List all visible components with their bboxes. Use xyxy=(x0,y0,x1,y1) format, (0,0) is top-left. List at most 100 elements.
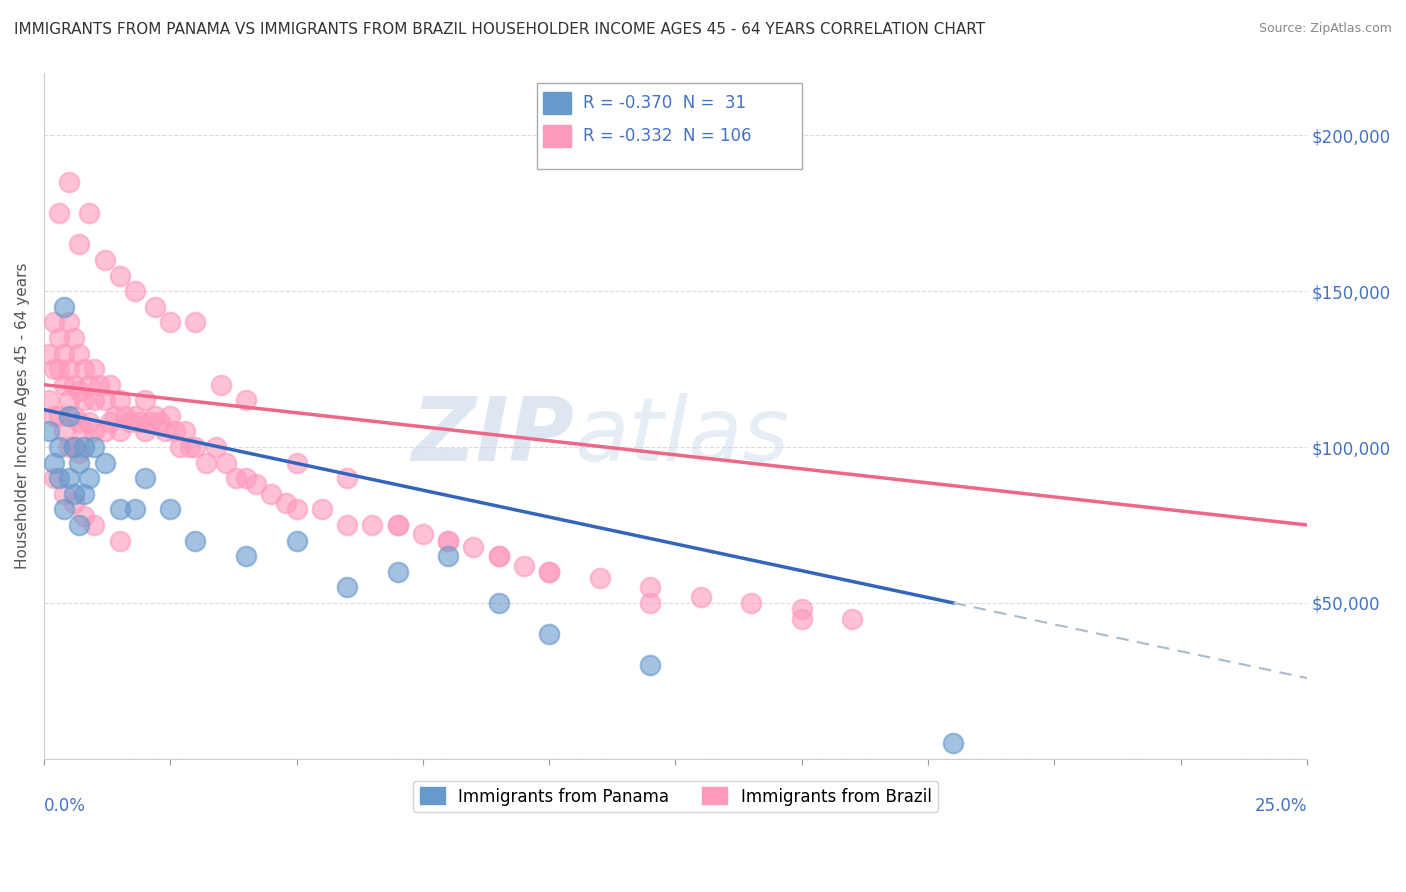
Point xyxy=(73,508,96,523)
Point xyxy=(53,377,76,392)
Point xyxy=(689,590,711,604)
Bar xyxy=(537,83,801,169)
Point xyxy=(387,518,409,533)
Point xyxy=(73,425,96,439)
Point xyxy=(285,502,308,516)
Point xyxy=(67,518,90,533)
Point xyxy=(83,393,105,408)
Point xyxy=(149,415,172,429)
Point xyxy=(638,580,661,594)
Point xyxy=(63,487,86,501)
Point xyxy=(108,268,131,283)
Point xyxy=(361,518,384,533)
Y-axis label: Householder Income Ages 45 - 64 years: Householder Income Ages 45 - 64 years xyxy=(15,262,30,569)
Point xyxy=(67,237,90,252)
Point xyxy=(42,456,65,470)
Point xyxy=(143,300,166,314)
Point xyxy=(48,331,70,345)
Point xyxy=(67,384,90,398)
Text: R = -0.332  N = 106: R = -0.332 N = 106 xyxy=(583,127,752,145)
Point xyxy=(83,425,105,439)
Point xyxy=(108,393,131,408)
Text: IMMIGRANTS FROM PANAMA VS IMMIGRANTS FROM BRAZIL HOUSEHOLDER INCOME AGES 45 - 64: IMMIGRANTS FROM PANAMA VS IMMIGRANTS FRO… xyxy=(14,22,986,37)
Point xyxy=(538,565,561,579)
Point xyxy=(73,362,96,376)
Point xyxy=(108,502,131,516)
Point xyxy=(79,206,101,220)
Point xyxy=(73,487,96,501)
Point xyxy=(42,409,65,423)
Point xyxy=(42,471,65,485)
Point xyxy=(48,409,70,423)
Point xyxy=(73,440,96,454)
Point xyxy=(174,425,197,439)
Point xyxy=(38,393,60,408)
Point xyxy=(38,425,60,439)
Point xyxy=(387,518,409,533)
Point xyxy=(276,496,298,510)
Point xyxy=(841,611,863,625)
Point xyxy=(58,175,80,189)
Point xyxy=(93,425,115,439)
Point xyxy=(638,658,661,673)
Point xyxy=(93,456,115,470)
Point xyxy=(387,565,409,579)
Point xyxy=(63,331,86,345)
Point xyxy=(128,415,150,429)
Text: 25.0%: 25.0% xyxy=(1254,797,1308,814)
Point xyxy=(488,596,510,610)
Point xyxy=(204,440,226,454)
Point xyxy=(437,533,460,548)
Point xyxy=(114,409,136,423)
Point xyxy=(108,425,131,439)
Legend: Immigrants from Panama, Immigrants from Brazil: Immigrants from Panama, Immigrants from … xyxy=(413,780,938,813)
Point xyxy=(53,487,76,501)
Text: Source: ZipAtlas.com: Source: ZipAtlas.com xyxy=(1258,22,1392,36)
Point xyxy=(93,393,115,408)
Point xyxy=(134,471,156,485)
Point xyxy=(134,425,156,439)
Point xyxy=(235,471,257,485)
Point xyxy=(63,440,86,454)
Point xyxy=(153,425,176,439)
Point xyxy=(184,315,207,329)
Point xyxy=(67,415,90,429)
Point xyxy=(58,315,80,329)
Point xyxy=(124,502,146,516)
Point xyxy=(336,580,359,594)
Text: ZIP: ZIP xyxy=(412,393,575,480)
Point xyxy=(412,527,434,541)
Point xyxy=(83,362,105,376)
Point xyxy=(93,252,115,267)
Point xyxy=(235,393,257,408)
Point xyxy=(58,471,80,485)
Point xyxy=(488,549,510,563)
Point xyxy=(942,736,965,750)
Point xyxy=(53,300,76,314)
Point xyxy=(488,549,510,563)
Point xyxy=(63,440,86,454)
Point xyxy=(143,409,166,423)
Point xyxy=(194,456,217,470)
Point xyxy=(235,549,257,563)
Point xyxy=(53,502,76,516)
Point xyxy=(53,346,76,360)
Point xyxy=(58,393,80,408)
Point xyxy=(159,315,181,329)
Point xyxy=(83,440,105,454)
Point xyxy=(124,409,146,423)
Point xyxy=(209,377,232,392)
Point xyxy=(98,377,121,392)
Point xyxy=(336,518,359,533)
Point xyxy=(260,487,283,501)
Point xyxy=(48,440,70,454)
Point xyxy=(58,362,80,376)
Point xyxy=(139,415,162,429)
Point xyxy=(538,627,561,641)
Point xyxy=(538,565,561,579)
Point xyxy=(118,415,141,429)
Point xyxy=(48,471,70,485)
Point xyxy=(740,596,762,610)
Point xyxy=(58,440,80,454)
Point xyxy=(58,409,80,423)
